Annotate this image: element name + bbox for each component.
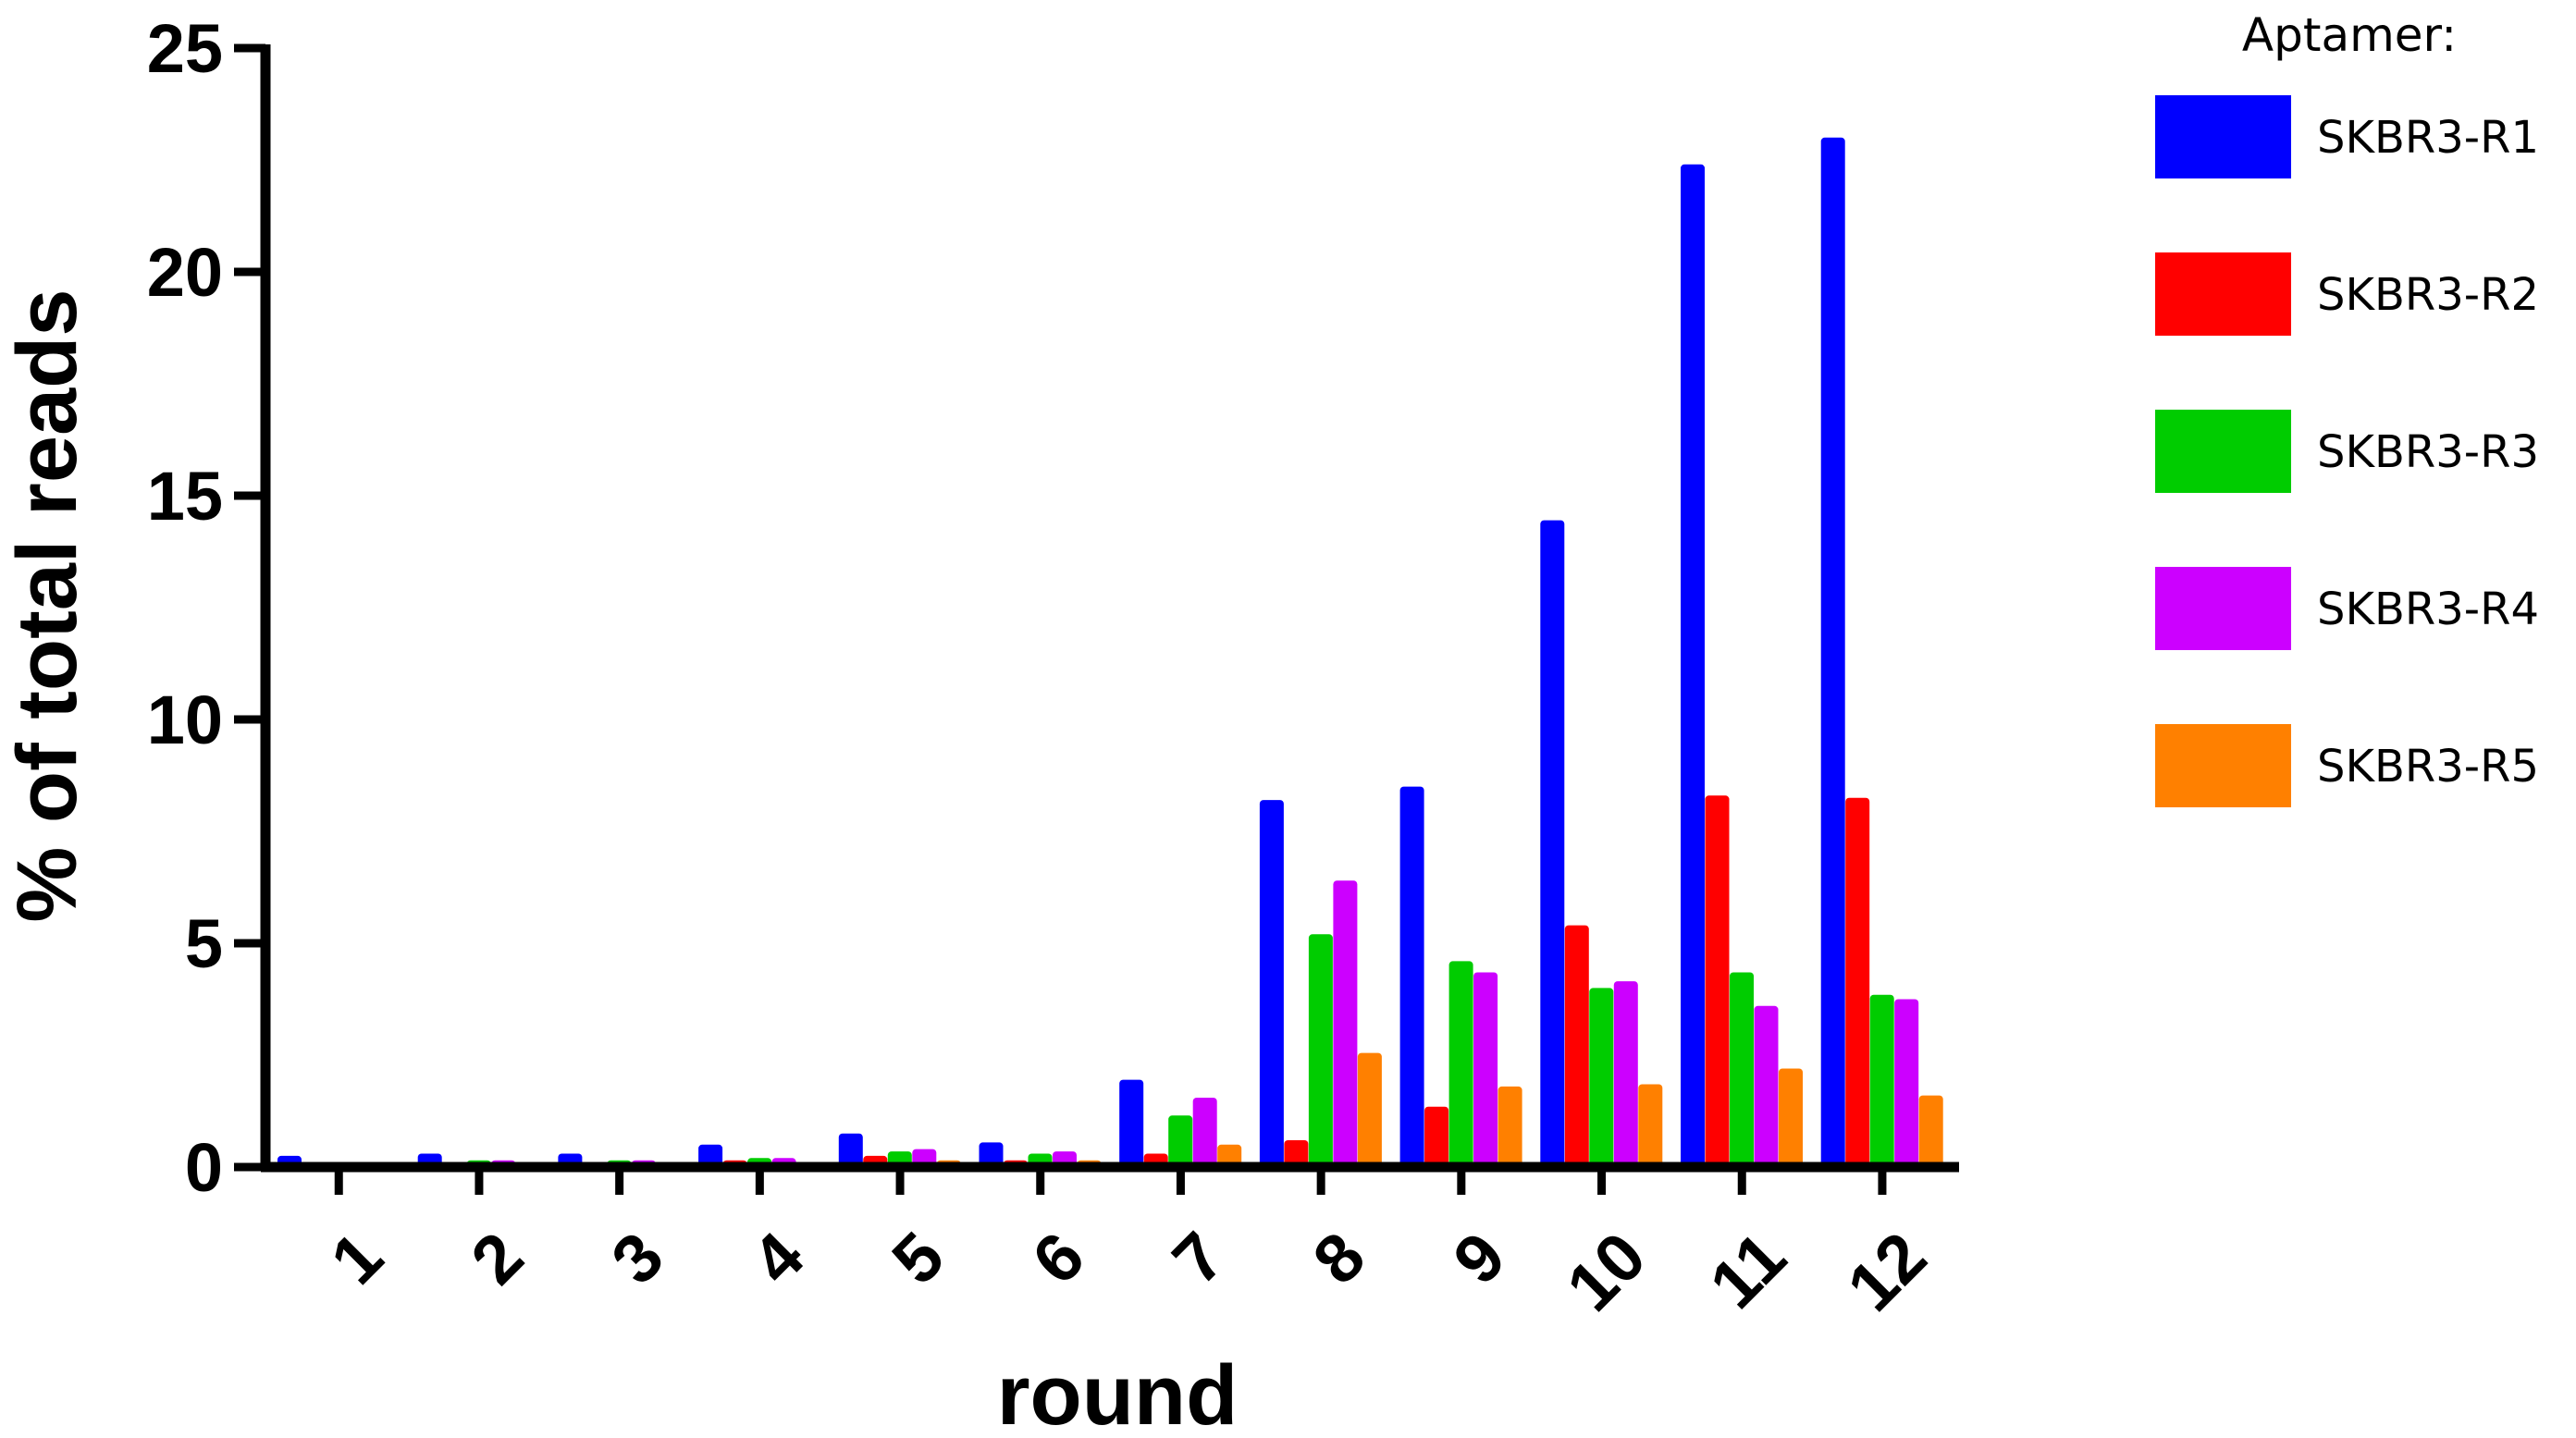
bar-skbr3-r5-round-10 <box>1638 1084 1663 1167</box>
x-tick-label-11: 11 <box>1695 1218 1800 1323</box>
bar-skbr3-r1-round-12 <box>1820 137 1845 1167</box>
bar-skbr3-r2-round-11 <box>1705 795 1730 1167</box>
bar-skbr3-r4-round-10 <box>1613 981 1638 1167</box>
bar-skbr3-r1-round-11 <box>1681 164 1705 1167</box>
bars-group <box>277 137 1943 1167</box>
y-tick-label-20: 20 <box>147 234 223 311</box>
legend-swatch-skbr3-r5 <box>2155 724 2291 807</box>
bar-skbr3-r3-round-11 <box>1730 972 1754 1167</box>
y-tick-label-5: 5 <box>185 905 223 982</box>
x-tick-label-10: 10 <box>1552 1218 1660 1326</box>
bar-skbr3-r3-round-9 <box>1448 961 1473 1167</box>
bar-skbr3-r2-round-10 <box>1564 925 1589 1167</box>
legend-swatch-skbr3-r2 <box>2155 252 2291 336</box>
bar-skbr3-r4-round-8 <box>1333 880 1358 1167</box>
axes-group <box>260 44 1959 1173</box>
y-tick-label-25: 25 <box>147 10 223 87</box>
bar-skbr3-r1-round-10 <box>1540 520 1565 1167</box>
bar-skbr3-r5-round-9 <box>1498 1086 1522 1167</box>
bar-skbr3-r1-round-9 <box>1399 786 1424 1167</box>
x-ticks-group: 1 2 3 4 5 6 7 8 9 10 11 12 <box>316 1167 1941 1325</box>
x-tick-label-5: 5 <box>877 1218 958 1299</box>
bar-skbr3-r5-round-7 <box>1217 1144 1242 1167</box>
legend-label-skbr3-r2: SKBR3-R2 <box>2317 269 2539 321</box>
bar-skbr3-r5-round-8 <box>1357 1052 1382 1167</box>
bar-skbr3-r5-round-12 <box>1918 1095 1943 1167</box>
x-tick-label-1: 1 <box>316 1218 398 1299</box>
bar-skbr3-r1-round-4 <box>698 1144 723 1167</box>
bar-skbr3-r3-round-7 <box>1168 1115 1193 1167</box>
bar-skbr3-r4-round-7 <box>1192 1098 1217 1167</box>
y-tick-label-15: 15 <box>147 458 223 535</box>
legend-label-skbr3-r5: SKBR3-R5 <box>2317 741 2539 793</box>
bar-skbr3-r5-round-11 <box>1779 1068 1803 1167</box>
legend: Aptamer: SKBR3-R1 SKBR3-R2 SKBR3-R3 SKBR3-R… <box>2155 8 2539 807</box>
bar-skbr3-r3-round-10 <box>1589 988 1614 1167</box>
bar-skbr3-r1-round-7 <box>1119 1079 1144 1167</box>
bar-skbr3-r2-round-9 <box>1424 1106 1449 1167</box>
bar-skbr3-r2-round-8 <box>1284 1140 1309 1167</box>
x-tick-label-9: 9 <box>1438 1218 1520 1299</box>
x-tick-label-2: 2 <box>456 1218 537 1299</box>
y-axis-title: % of total reads <box>0 289 94 922</box>
bar-skbr3-r4-round-12 <box>1894 999 1919 1167</box>
bar-skbr3-r1-round-6 <box>979 1142 1004 1167</box>
legend-swatch-skbr3-r1 <box>2155 95 2291 178</box>
bar-skbr3-r1-round-8 <box>1259 800 1284 1167</box>
y-tick-label-0: 0 <box>185 1129 223 1206</box>
x-tick-label-3: 3 <box>597 1218 678 1299</box>
bar-skbr3-r3-round-12 <box>1869 994 1894 1167</box>
x-tick-label-12: 12 <box>1832 1218 1941 1326</box>
x-tick-label-4: 4 <box>737 1218 819 1299</box>
x-axis-title: round <box>997 1348 1239 1438</box>
x-tick-label-7: 7 <box>1158 1218 1239 1299</box>
x-tick-label-6: 6 <box>1017 1218 1099 1299</box>
legend-swatch-skbr3-r3 <box>2155 410 2291 493</box>
legend-label-skbr3-r1: SKBR3-R1 <box>2317 112 2539 164</box>
legend-label-skbr3-r3: SKBR3-R3 <box>2317 426 2539 478</box>
legend-label-skbr3-r4: SKBR3-R4 <box>2317 584 2539 635</box>
bar-skbr3-r2-round-12 <box>1845 797 1870 1167</box>
y-ticks-group: 0 5 10 15 20 25 <box>147 10 265 1206</box>
bar-skbr3-r3-round-8 <box>1308 934 1333 1167</box>
bar-skbr3-r4-round-11 <box>1754 1005 1779 1167</box>
bar-skbr3-r1-round-5 <box>838 1133 863 1167</box>
legend-swatch-skbr3-r4 <box>2155 567 2291 650</box>
bar-skbr3-r4-round-9 <box>1473 972 1498 1167</box>
y-tick-label-10: 10 <box>147 682 223 758</box>
legend-title: Aptamer: <box>2242 8 2457 62</box>
x-tick-label-8: 8 <box>1299 1218 1380 1299</box>
